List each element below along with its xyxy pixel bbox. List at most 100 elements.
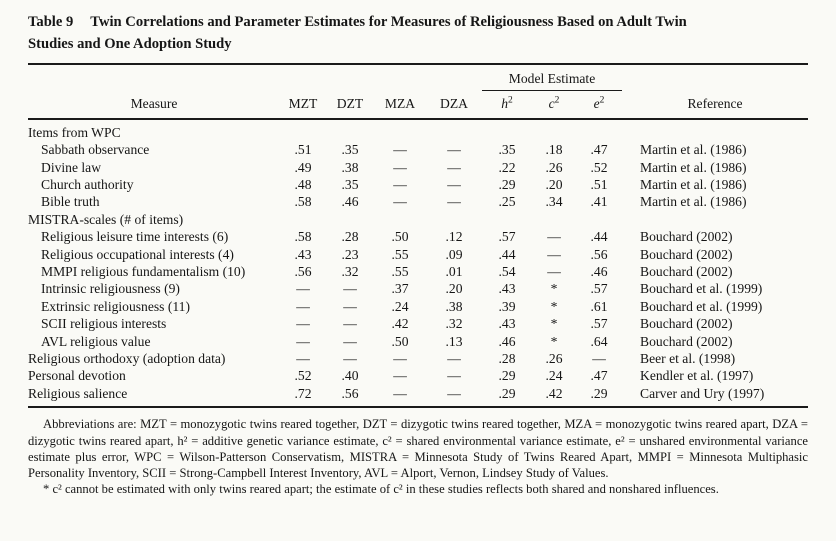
measure-cell: Sabbath observance bbox=[41, 142, 150, 158]
value-cell: .48 bbox=[294, 177, 312, 192]
value-cell: .28 bbox=[341, 229, 359, 245]
value-cell: — bbox=[393, 351, 407, 367]
table-row: Personal devotion .52 .40 — — .29 .24 .47 Kendle… bbox=[28, 367, 808, 384]
value-cell: .29 bbox=[498, 385, 516, 401]
value-cell: .13 bbox=[445, 333, 463, 349]
value-cell: .46 bbox=[590, 264, 608, 280]
value-cell: .34 bbox=[545, 194, 563, 210]
value-cell: .57 bbox=[590, 281, 608, 297]
model-estimate-header: Model Estimate bbox=[482, 63, 623, 91]
value-cell: .12 bbox=[445, 229, 463, 245]
value-cell: .72 bbox=[294, 385, 312, 401]
value-cell: .20 bbox=[545, 177, 563, 192]
col-header-mzt: MZT bbox=[280, 90, 326, 120]
value-cell: — bbox=[547, 229, 561, 245]
reference-cell: Bouchard (2002) bbox=[640, 246, 733, 262]
value-cell: .64 bbox=[590, 333, 608, 349]
table-row: SCII religious interests — — .42 .32 .43 * .57 B… bbox=[28, 315, 808, 332]
value-cell: .57 bbox=[590, 316, 608, 332]
table-row: AVL religious value — — .50 .13 .46 * .64 Boucha… bbox=[28, 333, 808, 350]
value-cell: .25 bbox=[498, 194, 516, 210]
value-cell: .50 bbox=[391, 333, 409, 349]
value-cell: .29 bbox=[590, 385, 608, 401]
col-header-dzt: DZT bbox=[326, 90, 374, 120]
value-cell: .52 bbox=[294, 368, 312, 384]
value-cell: — bbox=[393, 177, 407, 192]
value-cell: .58 bbox=[294, 194, 312, 210]
value-cell: — bbox=[447, 368, 461, 384]
value-cell: .37 bbox=[391, 281, 409, 297]
paper-page: Table 9 Twin Correlations and Parameter E… bbox=[28, 10, 809, 497]
value-cell: .57 bbox=[498, 229, 516, 245]
table-row: Extrinsic religiousness (11) — — .24 .38 .39 *… bbox=[28, 298, 808, 315]
value-cell: .01 bbox=[445, 264, 463, 280]
reference-cell: Martin et al. (1986) bbox=[640, 194, 747, 210]
table-title: Table 9 Twin Correlations and Parameter E… bbox=[28, 10, 688, 63]
measure-cell: Extrinsic religiousness (11) bbox=[41, 298, 191, 314]
section-label: Items from WPC bbox=[28, 124, 121, 140]
value-cell: .47 bbox=[590, 142, 608, 158]
reference-cell: Bouchard et al. (1999) bbox=[640, 281, 763, 297]
value-cell: .24 bbox=[391, 298, 409, 314]
value-cell: .39 bbox=[498, 298, 516, 314]
measure-cell: Religious salience bbox=[28, 385, 128, 401]
value-cell: .56 bbox=[294, 264, 312, 280]
measure-cell: Intrinsic religiousness (9) bbox=[41, 281, 180, 297]
section-row: MISTRA-scales (# of items) bbox=[28, 211, 808, 228]
section-row: Items from WPC bbox=[28, 119, 808, 141]
value-cell: * bbox=[550, 316, 558, 332]
table-row: Religious occupational interests (4) .43.… bbox=[28, 246, 808, 263]
value-cell: — bbox=[447, 351, 461, 367]
value-cell: .38 bbox=[445, 298, 463, 314]
col-header-reference: Reference bbox=[622, 90, 809, 120]
value-cell: .35 bbox=[341, 142, 359, 158]
table-row: MMPI religious fundamentalism (10) .56 .32… bbox=[28, 263, 808, 280]
value-cell: — bbox=[393, 385, 407, 401]
col-header-c: c2 bbox=[532, 90, 576, 120]
value-cell: * bbox=[550, 281, 558, 297]
value-cell: .09 bbox=[445, 246, 463, 262]
table-row: Divine law .49 .38 — — .22 .26 .52 Martin et al.… bbox=[28, 159, 808, 176]
measure-cell: Divine law bbox=[41, 159, 102, 175]
value-cell: .44 bbox=[590, 229, 608, 245]
table-row: Bible truth .58 .46 — — .25 .34 .41 Martin et al… bbox=[28, 193, 808, 210]
value-cell: .28 bbox=[498, 351, 516, 367]
value-cell: .42 bbox=[545, 385, 563, 401]
table-number: Table 9 bbox=[28, 14, 74, 30]
table-row: Religious leisure time interests (6) .58.… bbox=[28, 228, 808, 245]
value-cell: .18 bbox=[545, 142, 563, 158]
measure-cell: Personal devotion bbox=[28, 368, 126, 384]
value-cell: .24 bbox=[545, 368, 563, 384]
value-cell: .35 bbox=[498, 142, 516, 158]
value-cell: — bbox=[393, 368, 407, 384]
measure-cell: AVL religious value bbox=[41, 333, 151, 349]
reference-cell: Martin et al. (1986) bbox=[640, 142, 747, 158]
value-cell: .55 bbox=[391, 246, 409, 262]
col-header-measure: Measure bbox=[28, 90, 280, 120]
col-header-dza: DZA bbox=[426, 90, 482, 120]
value-cell: .55 bbox=[391, 264, 409, 280]
table-footnotes: Abbreviations are: MZT = monozygotic twi… bbox=[28, 408, 808, 497]
value-cell: .23 bbox=[341, 246, 359, 262]
value-cell: .43 bbox=[498, 281, 516, 297]
value-cell: — bbox=[447, 177, 461, 192]
measure-cell: Religious leisure time interests (6) bbox=[41, 229, 229, 245]
value-cell: — bbox=[296, 351, 310, 367]
value-cell: .51 bbox=[590, 177, 608, 192]
value-cell: .20 bbox=[445, 281, 463, 297]
value-cell: .35 bbox=[341, 177, 359, 192]
value-cell: .52 bbox=[590, 159, 608, 175]
col-header-h: h2 bbox=[482, 90, 532, 120]
value-cell: .32 bbox=[445, 316, 463, 332]
measure-cell: Church authority bbox=[41, 177, 134, 192]
value-cell: .50 bbox=[391, 229, 409, 245]
value-cell: — bbox=[447, 385, 461, 401]
value-cell: — bbox=[343, 298, 357, 314]
table-head: Model Estimate Measure MZT DZT MZA DZA h2 c2 e2… bbox=[28, 63, 809, 120]
reference-cell: Carver and Ury (1997) bbox=[640, 385, 765, 401]
value-cell: — bbox=[447, 142, 461, 158]
value-cell: .56 bbox=[341, 385, 359, 401]
value-cell: — bbox=[296, 281, 310, 297]
group-spacer-right bbox=[622, 64, 808, 91]
value-cell: .54 bbox=[498, 264, 516, 280]
